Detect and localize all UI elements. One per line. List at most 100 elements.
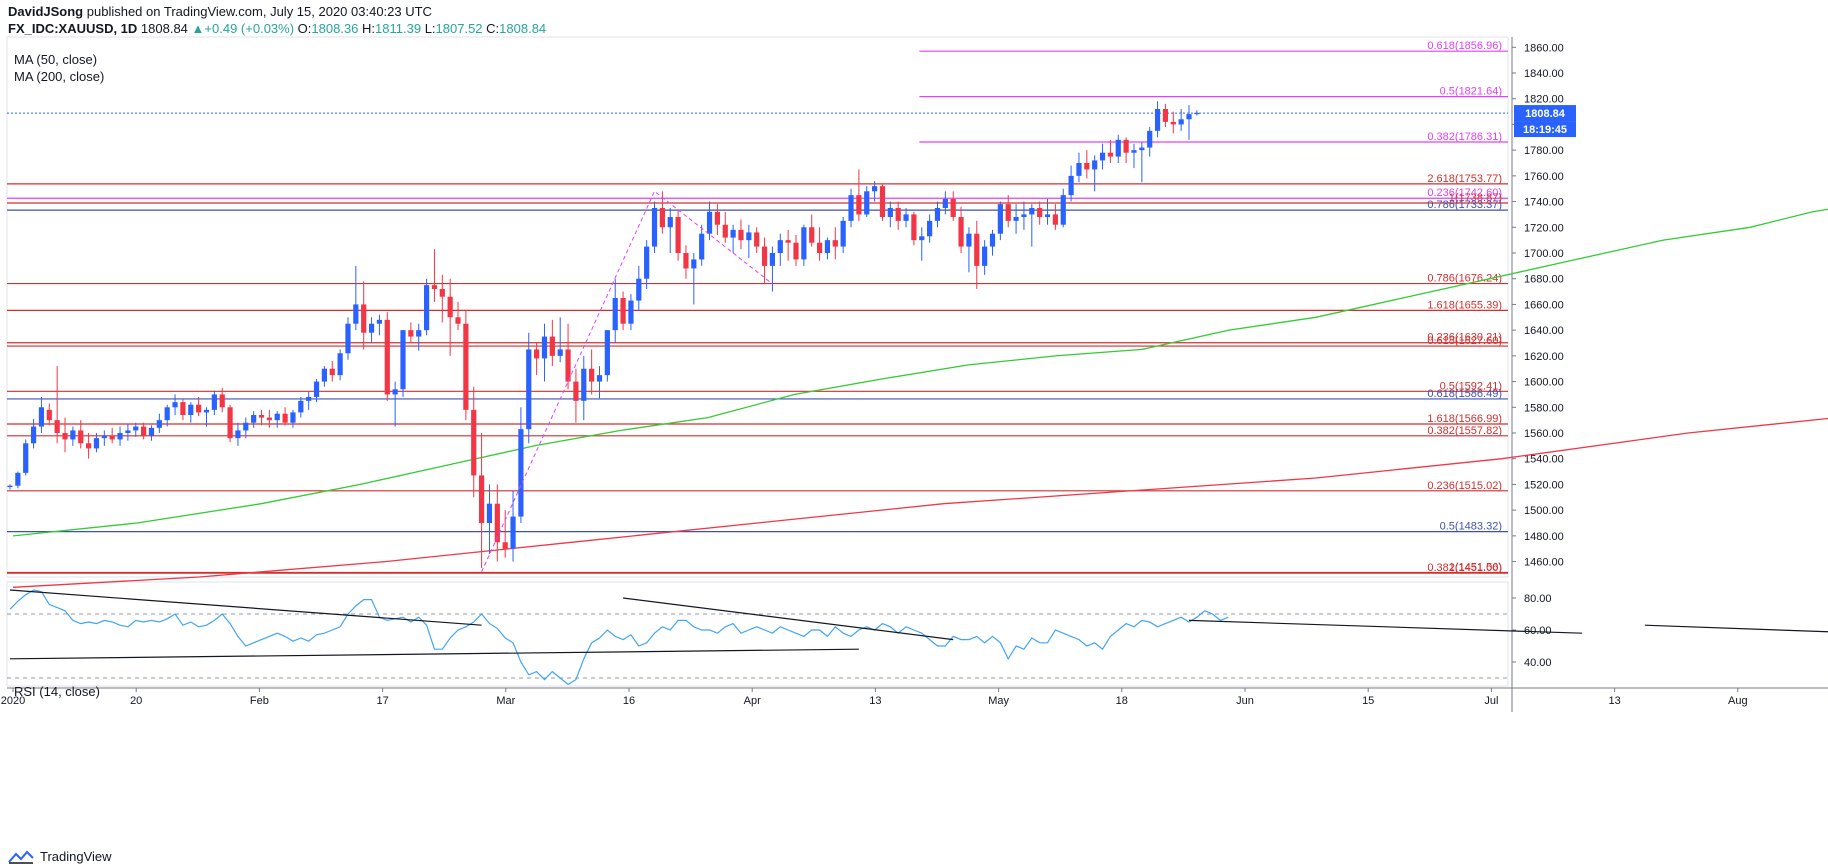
fib-level-label: 2.618(1753.77) (1427, 173, 1502, 185)
candle-body (1099, 152, 1106, 161)
close-label: C: (486, 21, 500, 36)
candle (526, 332, 532, 444)
candle-body (125, 430, 131, 433)
candle-body (117, 433, 123, 440)
candle-body (141, 426, 147, 436)
rsi-tick-label: 80.00 (1524, 593, 1552, 605)
rsi-legend[interactable]: RSI (14, close) (14, 684, 100, 699)
candle-body (848, 195, 854, 221)
candle (306, 391, 312, 410)
candle (761, 237, 768, 284)
candle-body (982, 246, 988, 266)
candle-body (384, 319, 390, 395)
ticker-label[interactable]: FX_IDC:XAUUSD, 1D (8, 21, 138, 36)
candle (691, 253, 697, 305)
candle (353, 265, 359, 331)
candle (392, 381, 398, 427)
candle-body (510, 516, 516, 549)
candle-body (581, 368, 587, 401)
candle (651, 201, 658, 253)
time-tick-label: 20 (130, 695, 142, 707)
candle (54, 366, 60, 444)
candle-body (958, 217, 964, 247)
candle-body (423, 285, 430, 331)
ma200-legend[interactable]: MA (200, close) (14, 69, 105, 84)
candle-body (1021, 214, 1027, 217)
candle (510, 490, 516, 562)
candle-body (714, 211, 720, 225)
candle (93, 433, 100, 453)
candle-body (1178, 119, 1184, 125)
candle (1162, 103, 1169, 127)
candle (840, 217, 846, 253)
symbol-info-bar: FX_IDC:XAUUSD, 1D 1808.84 ▲+0.49 (+0.03%… (8, 20, 546, 38)
candle (816, 227, 823, 261)
candle-body (203, 409, 210, 413)
candle (1037, 201, 1043, 225)
candle (298, 397, 304, 418)
author-name[interactable]: DavidJSong (8, 4, 84, 19)
candle (1186, 105, 1192, 140)
candle-body (816, 242, 823, 253)
candle-body (164, 407, 170, 421)
time-tick-label: Aug (1728, 695, 1748, 707)
candle-body (872, 186, 878, 192)
tradingview-branding[interactable]: TradingView (8, 849, 112, 864)
candle (243, 417, 249, 439)
candle (1013, 204, 1019, 234)
candle-body (761, 246, 768, 266)
candle (864, 186, 870, 217)
time-tick-label: Jul (1484, 695, 1498, 707)
candle (958, 206, 964, 253)
close-value: 1808.84 (499, 21, 547, 36)
fib-level-label: 1.618(1655.39) (1427, 299, 1502, 311)
candle (832, 227, 838, 260)
candle (659, 191, 665, 234)
candle (636, 265, 642, 311)
candle (989, 229, 996, 256)
candle (785, 229, 791, 261)
candle (479, 433, 485, 568)
fib-projection-line (481, 190, 773, 573)
candle (400, 330, 406, 397)
candle (361, 281, 367, 350)
candle (824, 237, 831, 260)
candle-body (793, 242, 799, 260)
fib-level-label: 0.786(1676.24) (1427, 273, 1502, 285)
rsi-pane-frame (6, 581, 1509, 687)
candle-body (86, 443, 92, 449)
candle-body (706, 211, 713, 234)
candle (1131, 143, 1137, 169)
candle-body (903, 214, 909, 221)
ma50-legend[interactable]: MA (50, close) (14, 52, 98, 67)
candle (447, 278, 453, 356)
fib-level-label: 0.618(1627.60) (1427, 335, 1502, 347)
price-tick-label: 1540.00 (1524, 454, 1564, 466)
candle-body (361, 304, 367, 333)
candle-body (266, 417, 272, 421)
candle-body (431, 285, 438, 289)
price-change: +0.49 (+0.03%) (204, 21, 295, 36)
candle-body (864, 191, 870, 215)
last-price-badge-text: 1808.84 (1525, 108, 1566, 120)
time-tick-label: 16 (623, 695, 635, 707)
candle (541, 323, 548, 382)
price-tick-label: 1720.00 (1524, 222, 1564, 234)
price-tick-label: 1640.00 (1524, 325, 1564, 337)
candle (439, 274, 445, 323)
candle-body (133, 426, 139, 431)
candle (384, 312, 390, 401)
candle-body (612, 298, 618, 331)
price-tick-label: 1840.00 (1524, 68, 1564, 80)
candle-body (879, 186, 886, 217)
countdown-badge-text: 18:19:45 (1523, 124, 1567, 136)
candle-body (290, 412, 296, 423)
candle (463, 310, 469, 421)
candle (471, 386, 477, 498)
price-tick-label: 1860.00 (1524, 42, 1564, 54)
candle-body (974, 233, 980, 266)
candle-body (644, 246, 650, 279)
candle (966, 227, 972, 273)
candle-body (911, 214, 917, 241)
